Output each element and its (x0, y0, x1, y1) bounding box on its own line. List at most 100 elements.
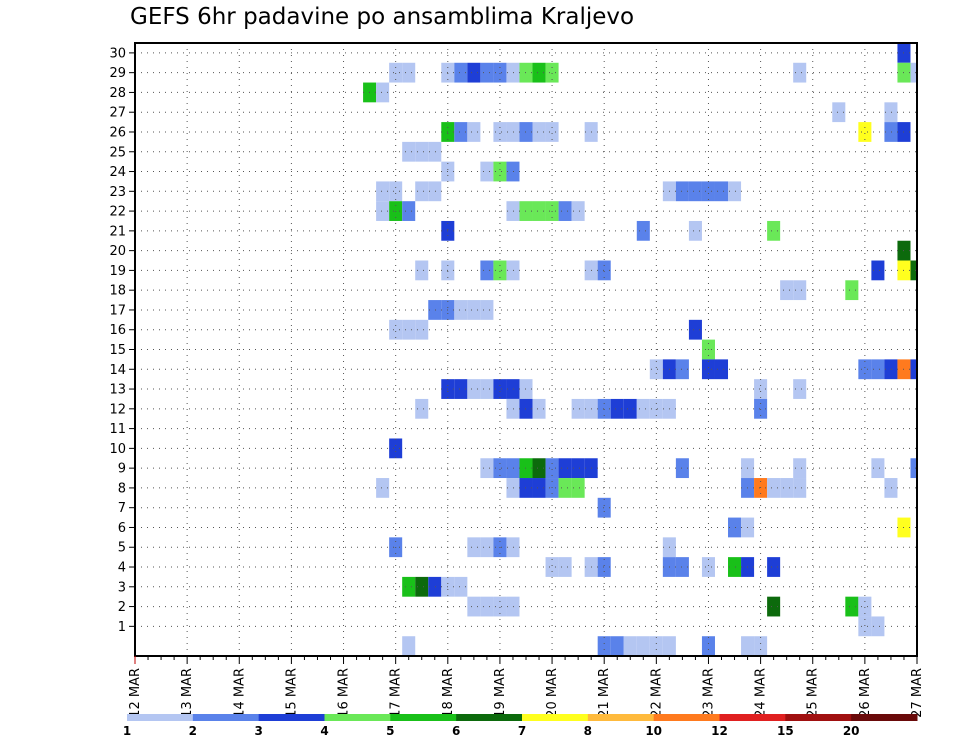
heatmap-cell (871, 359, 885, 380)
legend-swatch (522, 714, 589, 721)
heatmap-cell (428, 181, 442, 202)
heatmap-cell (480, 161, 494, 182)
heatmap-cell (532, 62, 546, 83)
heatmap-cell (545, 62, 559, 83)
legend-label: 12 (711, 724, 728, 738)
x-tick-label: 27 MAR (910, 668, 925, 718)
heatmap-cell (767, 478, 781, 498)
heatmap-cell (793, 478, 807, 498)
heatmap-cell (480, 379, 494, 399)
heatmap-cell (610, 636, 624, 656)
legend-swatch (456, 714, 523, 721)
heatmap-cell (532, 201, 546, 221)
heatmap-cell (454, 576, 468, 597)
heatmap-cell (728, 517, 742, 538)
heatmap-cell (741, 636, 755, 656)
y-tick-label: 28 (109, 86, 126, 101)
legend-label: 5 (386, 724, 394, 738)
heatmap-cell (454, 62, 468, 83)
x-tick-label: 19 MAR (493, 668, 508, 718)
y-tick-label: 5 (118, 541, 126, 556)
heatmap-cell (793, 458, 807, 479)
heatmap-cell (714, 359, 729, 380)
heatmap-cell (506, 201, 520, 221)
heatmap-cell (506, 122, 520, 142)
heatmap-cell (754, 636, 768, 656)
heatmap-cell (675, 458, 689, 479)
heatmap-cell (480, 596, 494, 617)
heatmap-cell (402, 576, 416, 597)
legend-swatch (851, 714, 918, 721)
heatmap-cell (610, 398, 624, 419)
heatmap-cell (493, 458, 507, 479)
heatmap-cell (506, 398, 520, 419)
y-tick-label: 30 (109, 46, 126, 61)
heatmap-cell (428, 576, 442, 597)
heatmap-cell (793, 62, 807, 83)
y-tick-label: 1 (118, 620, 126, 635)
y-tick-label: 19 (109, 264, 126, 279)
heatmap-cell (532, 398, 546, 419)
y-tick-label: 26 (109, 125, 126, 140)
heatmap-cell (428, 141, 442, 162)
chart-title: GEFS 6hr padavine po ansamblima Kraljevo (130, 4, 635, 30)
heatmap-cell (701, 181, 715, 202)
heatmap-cell (571, 478, 585, 498)
heatmap-cell (701, 557, 715, 577)
heatmap-cell (545, 458, 559, 479)
legend-label: 4 (320, 724, 328, 738)
x-tick-label: 20 MAR (545, 668, 560, 718)
heatmap-cell (454, 379, 468, 399)
heatmap-cell (402, 201, 416, 221)
legend-label: 15 (777, 724, 794, 738)
color-legend: 1 2 3 4 5 6 7 8 10 12 15 20 (123, 714, 918, 738)
heatmap-cell (467, 596, 481, 617)
heatmap-cell (767, 557, 781, 577)
heatmap-cell (389, 319, 403, 340)
heatmap-cell (858, 359, 872, 380)
y-tick-label: 16 (109, 323, 126, 338)
heatmap-cell (910, 458, 917, 479)
heatmap-cell (636, 398, 650, 419)
heatmap-cell (871, 458, 885, 479)
y-tick-label: 21 (109, 224, 126, 239)
heatmap-cell (402, 636, 416, 656)
heatmap-cell (454, 300, 468, 320)
heatmap-cell (688, 220, 702, 241)
x-tick-label: 24 MAR (754, 668, 769, 718)
heatmap-cell (493, 62, 507, 83)
heatmap-cell (467, 300, 481, 320)
heatmap-cell (545, 122, 559, 142)
y-tick-label: 4 (118, 561, 126, 576)
heatmap-cell (545, 557, 559, 577)
heatmap-cell (493, 122, 507, 142)
heatmap-cell (858, 596, 872, 617)
heatmap-cell (389, 62, 403, 83)
y-tick-label: 23 (109, 185, 126, 200)
y-tick-label: 9 (118, 462, 126, 477)
heatmap-cell (506, 537, 520, 558)
heatmap-cell (767, 220, 781, 241)
legend-label: 6 (452, 724, 460, 738)
x-tick-label: 26 MAR (858, 668, 873, 718)
heatmap-cell (910, 62, 917, 83)
heatmap-cell (910, 359, 917, 380)
y-tick-label: 22 (109, 205, 126, 220)
y-tick-label: 18 (109, 284, 126, 299)
heatmap-cell (675, 181, 689, 202)
x-tick-label: 18 MAR (441, 668, 456, 718)
heatmap-cell (376, 201, 390, 221)
heatmap-cell (480, 62, 494, 83)
y-tick-label: 7 (118, 501, 126, 516)
legend-label: 20 (843, 724, 860, 738)
y-tick-label: 3 (118, 580, 126, 595)
heatmap-cell (389, 438, 403, 459)
x-tick-label: 25 MAR (806, 668, 821, 718)
x-tick-label: 12 MAR (128, 668, 143, 718)
legend-swatch (192, 714, 260, 721)
y-tick-label: 17 (109, 303, 126, 318)
heatmap-cell (571, 201, 585, 221)
heatmap-cell (597, 398, 611, 419)
legend-label: 10 (645, 724, 662, 738)
